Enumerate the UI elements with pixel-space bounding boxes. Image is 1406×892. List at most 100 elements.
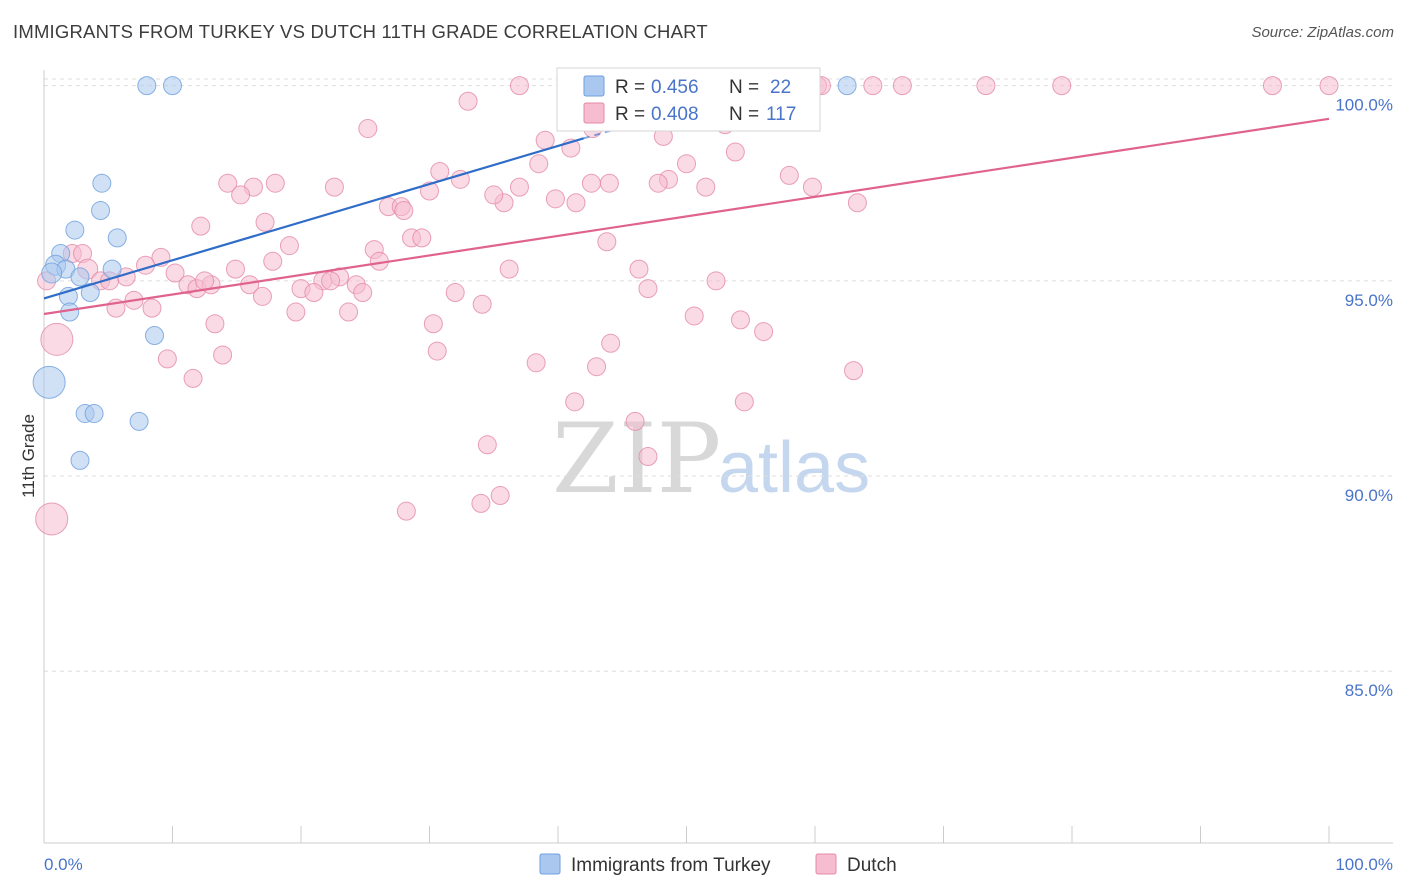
dutch-point xyxy=(321,271,341,291)
turkey-point xyxy=(107,228,127,248)
y-tick-label: 85.0% xyxy=(1345,681,1393,700)
dutch-point xyxy=(353,283,373,303)
dutch-point xyxy=(545,189,565,209)
dutch-point xyxy=(892,76,912,96)
dutch-point xyxy=(142,298,162,318)
dutch-point xyxy=(263,251,283,271)
legend-swatch-dutch xyxy=(583,102,605,124)
series-legend-label-turkey: Immigrants from Turkey xyxy=(571,855,771,876)
dutch-point xyxy=(601,333,621,353)
dutch-point xyxy=(529,154,549,174)
dutch-point xyxy=(587,357,607,377)
legend-n-value-turkey: 22 xyxy=(770,77,791,98)
legend-swatch-turkey xyxy=(583,75,605,97)
dutch-point xyxy=(844,361,864,381)
dutch-point xyxy=(445,283,465,303)
dutch-point xyxy=(566,193,586,213)
legend-r-label-turkey: R = xyxy=(615,77,645,98)
dutch-point xyxy=(734,392,754,412)
dutch-point xyxy=(490,486,510,506)
dutch-point xyxy=(304,283,324,303)
dutch-point xyxy=(450,169,470,189)
dutch-point xyxy=(427,341,447,361)
turkey-point xyxy=(41,262,63,284)
dutch-point xyxy=(599,173,619,193)
turkey-point xyxy=(65,220,85,240)
dutch-point xyxy=(324,177,344,197)
dutch-point xyxy=(265,173,285,193)
x-tick-label-max: 100.0% xyxy=(1335,855,1393,874)
dutch-point xyxy=(231,185,251,205)
dutch-point xyxy=(35,502,69,536)
dutch-point xyxy=(430,162,450,182)
dutch-point xyxy=(165,263,185,283)
dutch-point xyxy=(218,173,238,193)
dutch-point xyxy=(648,173,668,193)
dutch-point xyxy=(279,236,299,256)
dutch-point xyxy=(255,212,275,232)
dutch-point xyxy=(581,173,601,193)
legend-r-value-dutch: 0.408 xyxy=(651,104,699,125)
dutch-point xyxy=(225,259,245,279)
dutch-point xyxy=(725,142,745,162)
turkey-point xyxy=(163,76,182,96)
dutch-point xyxy=(677,154,696,174)
dutch-point xyxy=(191,216,211,236)
dutch-points xyxy=(35,76,1339,536)
turkey-point xyxy=(84,404,104,424)
dutch-point xyxy=(565,392,585,412)
dutch-point xyxy=(412,228,432,248)
dutch-point xyxy=(730,310,750,330)
y-tick-label: 90.0% xyxy=(1345,486,1393,505)
series-legend: Immigrants from Turkey Dutch xyxy=(539,853,897,876)
dutch-point xyxy=(136,255,156,275)
dutch-point xyxy=(213,345,233,365)
dutch-point xyxy=(863,76,883,96)
dutch-point xyxy=(802,177,822,197)
dutch-point xyxy=(526,353,546,373)
legend-r-label-dutch: R = xyxy=(615,104,645,125)
chart-title: IMMIGRANTS FROM TURKEY VS DUTCH 11TH GRA… xyxy=(13,21,708,42)
dutch-point xyxy=(339,302,359,322)
turkey-point xyxy=(92,173,112,193)
dutch-point xyxy=(535,130,555,150)
dutch-point xyxy=(706,271,726,291)
dutch-point xyxy=(477,435,497,455)
dutch-point xyxy=(625,411,645,431)
turkey-point xyxy=(70,267,90,287)
dutch-point xyxy=(458,91,478,111)
y-axis-label: 11th Grade xyxy=(19,414,38,498)
dutch-point xyxy=(252,286,272,306)
dutch-point xyxy=(471,493,491,513)
dutch-point xyxy=(847,193,867,213)
series-legend-swatch-turkey xyxy=(539,853,561,875)
dutch-point xyxy=(195,271,215,291)
legend-r-value-turkey: 0.456 xyxy=(651,77,699,98)
dutch-point xyxy=(205,314,225,334)
dutch-point xyxy=(40,322,74,356)
turkey-point xyxy=(145,325,165,345)
dutch-point xyxy=(509,177,529,197)
dutch-point xyxy=(638,279,658,299)
y-tick-labels: 85.0% 90.0% 95.0% 100.0% xyxy=(1335,96,1393,701)
turkey-point xyxy=(91,201,111,221)
dutch-point xyxy=(754,322,774,342)
dutch-trend-line xyxy=(43,117,1330,316)
turkey-point xyxy=(837,76,857,96)
dutch-point xyxy=(509,76,529,96)
dutch-point xyxy=(629,259,649,279)
dutch-point xyxy=(358,119,378,139)
dutch-point xyxy=(499,259,519,279)
dutch-point xyxy=(472,294,492,314)
trend-lines xyxy=(43,84,1330,316)
y-tick-label: 95.0% xyxy=(1345,291,1393,310)
gridlines xyxy=(44,78,1393,672)
dutch-point xyxy=(394,201,414,221)
dutch-point xyxy=(638,447,658,466)
dutch-point xyxy=(157,349,177,369)
dutch-point xyxy=(183,368,203,388)
stats-legend: R = 0.456 N = 22 R = 0.408 N = 117 xyxy=(556,67,821,132)
legend-n-label-turkey: N = xyxy=(729,77,759,98)
turkey-point xyxy=(32,365,66,399)
